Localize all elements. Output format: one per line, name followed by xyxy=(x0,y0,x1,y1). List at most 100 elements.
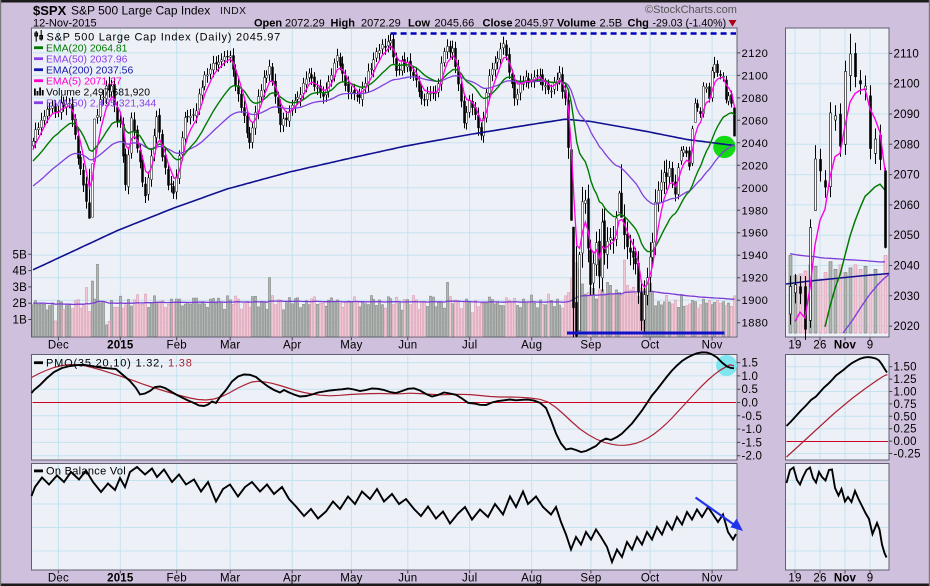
svg-text:EMA(50) 2037.96: EMA(50) 2037.96 xyxy=(46,54,128,65)
svg-text:2080: 2080 xyxy=(894,139,920,151)
svg-text:Mar: Mar xyxy=(220,340,240,352)
svg-text:2072.29: 2072.29 xyxy=(285,18,325,30)
svg-text:2040: 2040 xyxy=(742,138,769,150)
svg-text:-2.0: -2.0 xyxy=(742,451,763,463)
svg-text:4B: 4B xyxy=(13,266,28,278)
svg-text:Open: Open xyxy=(254,18,282,30)
svg-text:9: 9 xyxy=(867,340,874,352)
svg-text:0.25: 0.25 xyxy=(894,424,917,436)
svg-text:2015: 2015 xyxy=(107,573,134,585)
svg-text:Jul: Jul xyxy=(462,573,477,585)
svg-text:Volume 2,497,681,920: Volume 2,497,681,920 xyxy=(46,87,150,98)
svg-text:1980: 1980 xyxy=(742,205,769,217)
svg-text:1.0: 1.0 xyxy=(742,371,759,383)
svg-text:Aug: Aug xyxy=(521,573,542,585)
svg-text:0.5: 0.5 xyxy=(742,384,759,396)
svg-text:1880: 1880 xyxy=(742,318,769,330)
svg-text:2070: 2070 xyxy=(894,170,920,182)
svg-text:0.00: 0.00 xyxy=(894,436,917,448)
svg-text:Mar: Mar xyxy=(220,573,240,585)
svg-text:On Balance Vol: On Balance Vol xyxy=(46,466,126,478)
svg-text:Oct: Oct xyxy=(641,573,660,585)
svg-text:Nov: Nov xyxy=(702,573,723,585)
svg-text:Nov: Nov xyxy=(702,340,723,352)
svg-text:Nov: Nov xyxy=(834,573,857,585)
svg-text:1B: 1B xyxy=(13,315,28,327)
svg-text:0.75: 0.75 xyxy=(894,399,917,411)
svg-text:PMO(35,20,10) 1.32,: PMO(35,20,10) 1.32, xyxy=(46,358,164,370)
svg-text:2B: 2B xyxy=(13,298,28,310)
svg-text:EMA(50) 2,455,321,344: EMA(50) 2,455,321,344 xyxy=(46,98,157,109)
svg-text:S&P 500 Large Cap Index: S&P 500 Large Cap Index xyxy=(71,4,210,18)
svg-text:9: 9 xyxy=(867,573,874,585)
svg-text:Volume: Volume xyxy=(557,18,596,30)
svg-text:2060: 2060 xyxy=(742,115,769,127)
svg-text:-29.03 (-1.40%): -29.03 (-1.40%) xyxy=(653,18,727,30)
svg-text:12-Nov-2015: 12-Nov-2015 xyxy=(33,18,97,30)
svg-text:Jun: Jun xyxy=(398,340,417,352)
svg-text:2090: 2090 xyxy=(894,109,920,121)
svg-text:-0.25: -0.25 xyxy=(894,449,921,461)
svg-text:Close: Close xyxy=(483,18,513,30)
svg-text:High: High xyxy=(331,18,356,30)
svg-text:INDX: INDX xyxy=(220,5,246,17)
svg-text:-0.5: -0.5 xyxy=(742,411,763,423)
svg-text:Aug: Aug xyxy=(521,340,542,352)
svg-text:Jun: Jun xyxy=(398,573,417,585)
svg-text:-1.5: -1.5 xyxy=(742,437,763,449)
svg-text:5B: 5B xyxy=(13,249,28,261)
svg-text:S&P 500 Large Cap Index (Daily: S&P 500 Large Cap Index (Daily) 2045.97 xyxy=(47,31,282,43)
svg-text:2.5B: 2.5B xyxy=(600,18,623,30)
svg-text:2072.29: 2072.29 xyxy=(361,18,401,30)
svg-text:0.0: 0.0 xyxy=(742,398,759,410)
svg-text:2040: 2040 xyxy=(894,261,920,273)
svg-text:1920: 1920 xyxy=(742,273,769,285)
svg-text:©StockCharts.com: ©StockCharts.com xyxy=(645,4,737,16)
svg-text:EMA(20) 2064.81: EMA(20) 2064.81 xyxy=(46,43,128,54)
svg-text:Dec: Dec xyxy=(48,573,69,585)
svg-text:1940: 1940 xyxy=(742,250,769,262)
svg-text:Dec: Dec xyxy=(48,340,69,352)
svg-text:EMA(5) 2071.27: EMA(5) 2071.27 xyxy=(46,76,122,87)
svg-text:1.5: 1.5 xyxy=(742,358,759,370)
svg-text:2080: 2080 xyxy=(742,93,769,105)
svg-text:2045.66: 2045.66 xyxy=(435,18,475,30)
svg-text:26: 26 xyxy=(813,340,826,352)
svg-text:1960: 1960 xyxy=(742,228,769,240)
svg-text:Sep: Sep xyxy=(580,340,601,352)
svg-text:Apr: Apr xyxy=(283,573,302,585)
svg-text:Low: Low xyxy=(408,18,430,30)
svg-text:Sep: Sep xyxy=(580,573,601,585)
svg-text:Chg: Chg xyxy=(628,18,649,30)
svg-text:-1.0: -1.0 xyxy=(742,424,763,436)
svg-text:2020: 2020 xyxy=(894,321,920,333)
svg-text:19: 19 xyxy=(788,340,801,352)
svg-text:2120: 2120 xyxy=(742,48,769,60)
svg-text:2020: 2020 xyxy=(742,160,769,172)
svg-text:26: 26 xyxy=(813,573,826,585)
svg-text:2000: 2000 xyxy=(742,183,769,195)
svg-text:2030: 2030 xyxy=(894,291,920,303)
svg-text:Feb: Feb xyxy=(166,573,186,585)
svg-text:0.50: 0.50 xyxy=(894,411,917,423)
svg-text:1900: 1900 xyxy=(742,295,769,307)
svg-text:2060: 2060 xyxy=(894,200,920,212)
svg-text:May: May xyxy=(340,340,362,352)
svg-text:1.00: 1.00 xyxy=(894,387,917,399)
svg-text:EMA(200) 2037.56: EMA(200) 2037.56 xyxy=(46,65,133,76)
svg-text:2045.97: 2045.97 xyxy=(515,18,555,30)
svg-text:2110: 2110 xyxy=(894,48,920,60)
svg-text:Feb: Feb xyxy=(166,340,186,352)
svg-text:Oct: Oct xyxy=(641,340,660,352)
svg-text:2100: 2100 xyxy=(894,79,920,91)
svg-text:Jul: Jul xyxy=(462,340,477,352)
svg-text:May: May xyxy=(340,573,362,585)
svg-text:Nov: Nov xyxy=(834,340,857,352)
svg-text:1.50: 1.50 xyxy=(894,362,917,374)
svg-text:Apr: Apr xyxy=(283,340,302,352)
svg-text:$SPX: $SPX xyxy=(33,3,67,18)
svg-text:19: 19 xyxy=(788,573,801,585)
svg-text:2015: 2015 xyxy=(107,340,134,352)
svg-text:1.25: 1.25 xyxy=(894,374,917,386)
svg-text:1.38: 1.38 xyxy=(168,358,193,370)
